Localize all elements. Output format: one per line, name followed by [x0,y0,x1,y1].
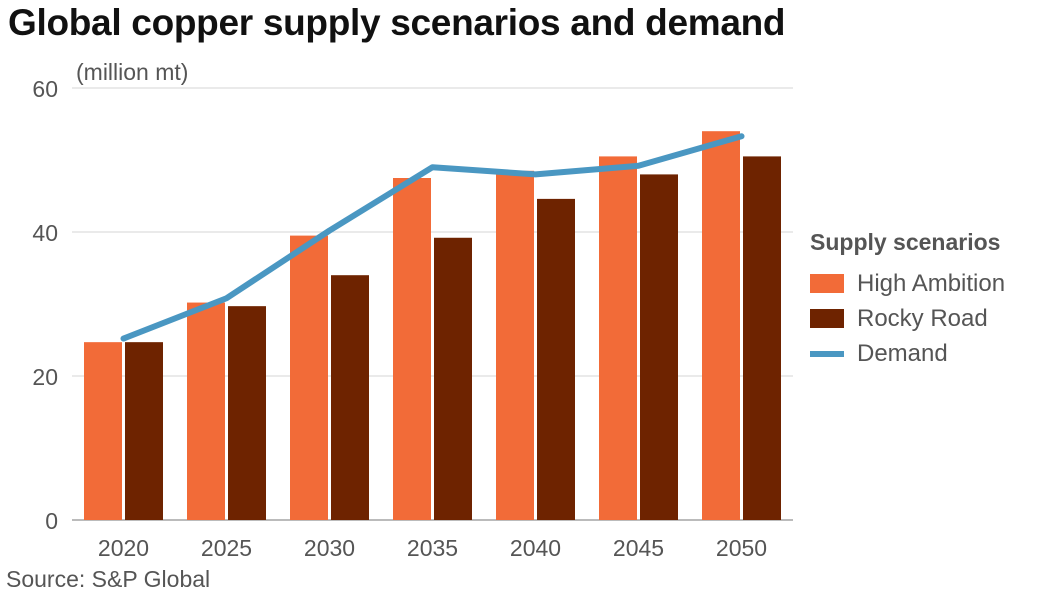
bar-rocky-road-2050 [743,156,781,520]
demand-line-swatch [810,350,844,357]
legend-label-rocky-road: Rocky Road [857,304,988,332]
x-tick-label: 2020 [98,535,149,561]
legend-label-demand: Demand [857,339,948,367]
y-tick-label: 40 [32,220,58,246]
x-tick-label: 2035 [407,535,458,561]
legend-item-high-ambition: High Ambition [810,266,1005,301]
source-note: Source: S&P Global [6,566,211,592]
x-tick-label: 2050 [716,535,767,561]
bar-rocky-road-2025 [228,306,266,520]
demand-line [120,133,745,342]
legend-item-rocky-road: Rocky Road [810,301,1005,336]
x-tick-label: 2040 [510,535,561,561]
bar-high-ambition-2030 [290,235,328,520]
bar-rocky-road-2020 [125,342,163,520]
legend: Supply scenarios High Ambition Rocky Roa… [810,229,1005,371]
bar-rocky-road-2030 [331,275,369,520]
bar-high-ambition-2035 [393,178,431,520]
y-axis-unit-label: (million mt) [76,59,188,85]
rocky-road-swatch [810,309,844,328]
bar-rocky-road-2035 [434,237,472,520]
bar-rocky-road-2045 [640,174,678,520]
chart-title: Global copper supply scenarios and deman… [8,2,786,43]
bar-high-ambition-2050 [702,131,740,520]
y-tick-label: 60 [32,76,58,102]
x-tick-label: 2025 [201,535,252,561]
bar-high-ambition-2040 [496,170,534,521]
legend-title: Supply scenarios [810,229,1001,255]
x-tick-label: 2045 [613,535,664,561]
bar-high-ambition-2025 [187,302,225,520]
x-tick-label: 2030 [304,535,355,561]
high-ambition-swatch [810,274,844,293]
bar-rocky-road-2040 [537,198,575,520]
y-tick-label: 0 [45,508,58,534]
bar-high-ambition-2045 [599,156,637,520]
legend-label-high-ambition: High Ambition [857,269,1006,297]
y-tick-label: 20 [32,364,58,390]
legend-item-demand: Demand [810,336,1005,371]
bar-high-ambition-2020 [84,342,122,520]
